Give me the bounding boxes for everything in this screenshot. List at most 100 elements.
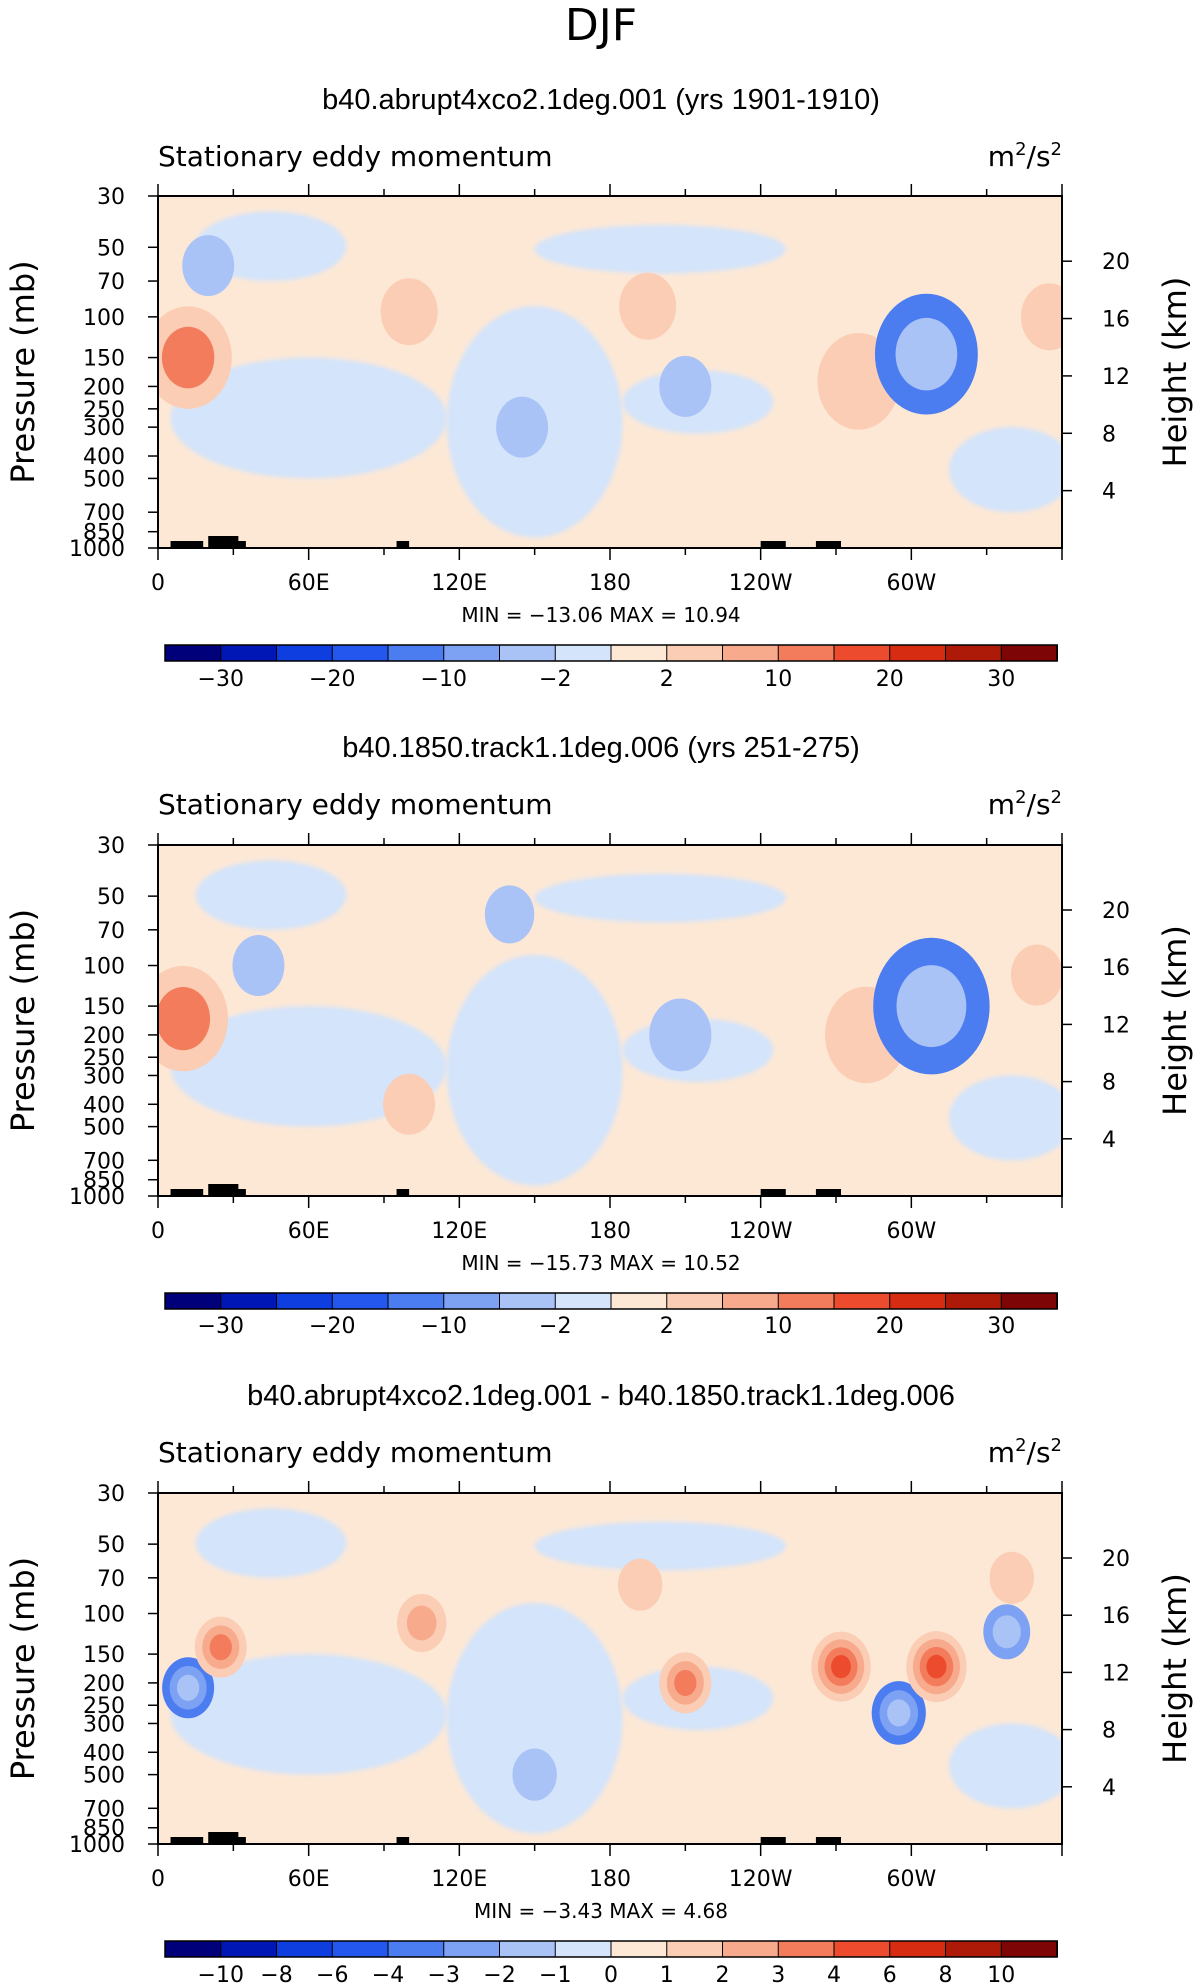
colorbar-label: 6 xyxy=(883,1963,897,1987)
topography xyxy=(170,541,204,548)
pressure-tick-label: 1000 xyxy=(69,1833,125,1858)
colorbar-label: 20 xyxy=(876,1314,904,1339)
colorbar-cell xyxy=(610,1292,668,1310)
x-tick-label: 120W xyxy=(729,1867,793,1892)
pressure-tick-label: 70 xyxy=(97,1567,125,1592)
colorbar-cell xyxy=(443,644,501,662)
negative-region xyxy=(949,427,1062,513)
pressure-tick-label: 400 xyxy=(83,445,125,470)
height-tick-label: 16 xyxy=(1102,308,1130,333)
topography xyxy=(208,1184,239,1196)
pressure-tick-label: 400 xyxy=(83,1741,125,1766)
colorbar-label: 10 xyxy=(987,1963,1015,1987)
x-tick-label: 0 xyxy=(151,1219,165,1244)
colorbar-cell xyxy=(722,644,780,662)
contour-blob xyxy=(484,885,535,944)
x-tick-label: 60W xyxy=(886,571,936,596)
contour-blob xyxy=(209,1634,232,1661)
x-tick-label: 180 xyxy=(589,1219,631,1244)
pressure-tick-label: 400 xyxy=(83,1093,125,1118)
contour-blob xyxy=(182,235,235,297)
x-tick-label: 120E xyxy=(431,571,487,596)
colorbar-label: −20 xyxy=(309,1314,355,1339)
colorbar-label: −6 xyxy=(316,1963,348,1987)
pressure-tick-label: 70 xyxy=(97,270,125,295)
colorbar-cell xyxy=(220,1940,278,1958)
colorbar-label: 8 xyxy=(939,1963,953,1987)
colorbar-cell xyxy=(164,644,222,662)
negative-region xyxy=(170,357,447,479)
contour-blob xyxy=(1020,283,1062,351)
contour-blob xyxy=(1010,944,1062,1006)
colorbar-label: 0 xyxy=(604,1963,618,1987)
colorbar-cell xyxy=(387,1940,445,1958)
x-tick-label: 180 xyxy=(589,1867,631,1892)
colorbar-cell xyxy=(499,644,557,662)
x-tick-label: 120W xyxy=(729,571,793,596)
pressure-tick-label: 500 xyxy=(83,1764,125,1789)
colorbar-label: 1 xyxy=(660,1963,674,1987)
negative-region xyxy=(446,954,623,1186)
contour-blob xyxy=(176,1674,200,1701)
y-axis-label-left: Pressure (mb) xyxy=(4,909,42,1132)
contour-blob xyxy=(926,1654,947,1679)
colorbar-cell xyxy=(276,1292,334,1310)
y-axis-label-right: Height (km) xyxy=(1156,925,1194,1116)
contour-blob xyxy=(617,1558,663,1611)
contour-field xyxy=(158,1493,1062,1844)
negative-region xyxy=(170,1006,447,1127)
height-tick-label: 4 xyxy=(1102,480,1116,505)
pressure-tick-label: 200 xyxy=(83,1672,125,1697)
colorbar-cell xyxy=(276,644,334,662)
colorbar-label: 3 xyxy=(771,1963,785,1987)
colorbar-cell xyxy=(1000,1940,1058,1958)
contour-blob xyxy=(380,278,438,346)
topography xyxy=(396,541,410,548)
y-axis-label-left: Pressure (mb) xyxy=(4,1557,42,1780)
pressure-tick-label: 200 xyxy=(83,375,125,400)
colorbar-cell xyxy=(443,1940,501,1958)
pressure-tick-label: 700 xyxy=(83,1149,125,1174)
contour-blob xyxy=(992,1615,1021,1649)
colorbar-cell xyxy=(889,1940,947,1958)
y-axis-label-right: Height (km) xyxy=(1156,1573,1194,1764)
contour-blob xyxy=(649,998,712,1072)
height-tick-label: 16 xyxy=(1102,1604,1130,1629)
colorbar-cell xyxy=(889,644,947,662)
topography xyxy=(760,541,786,548)
pressure-tick-label: 50 xyxy=(97,236,125,261)
colorbar-label: −8 xyxy=(260,1963,292,1987)
min-max-readout: MIN = −15.73 MAX = 10.52 xyxy=(461,1251,740,1275)
x-tick-label: 120E xyxy=(431,1867,487,1892)
pressure-tick-label: 100 xyxy=(83,955,125,980)
y-axis-label-left: Pressure (mb) xyxy=(4,260,42,483)
pressure-tick-label: 500 xyxy=(83,467,125,492)
negative-region xyxy=(949,1723,1062,1809)
contour-blob xyxy=(674,1669,697,1696)
pressure-tick-label: 250 xyxy=(83,1694,125,1719)
pressure-tick-label: 300 xyxy=(83,416,125,441)
colorbar-cell xyxy=(387,644,445,662)
topography xyxy=(208,1832,239,1844)
colorbar-label: −20 xyxy=(309,667,355,692)
panel-title: b40.abrupt4xco2.1deg.001 (yrs 1901-1910) xyxy=(322,84,880,116)
pressure-tick-label: 30 xyxy=(97,1482,125,1507)
colorbar-cell xyxy=(164,1940,222,1958)
colorbar-label: 2 xyxy=(660,667,674,692)
negative-region xyxy=(534,224,786,274)
colorbar-cell xyxy=(554,644,612,662)
height-tick-label: 12 xyxy=(1102,365,1130,390)
negative-region xyxy=(534,873,786,923)
colorbar-cell xyxy=(554,1292,612,1310)
colorbar-label: −30 xyxy=(198,667,244,692)
pressure-tick-label: 850 xyxy=(83,1817,125,1842)
pressure-tick-label: 100 xyxy=(83,306,125,331)
x-tick-label: 180 xyxy=(589,571,631,596)
topography xyxy=(815,1189,842,1196)
pressure-tick-label: 150 xyxy=(83,347,125,372)
height-tick-label: 20 xyxy=(1102,250,1130,275)
colorbar-cell xyxy=(331,1940,389,1958)
colorbar-cell xyxy=(220,644,278,662)
colorbar-cell xyxy=(777,1292,835,1310)
colorbar-frame xyxy=(164,1292,1058,1310)
